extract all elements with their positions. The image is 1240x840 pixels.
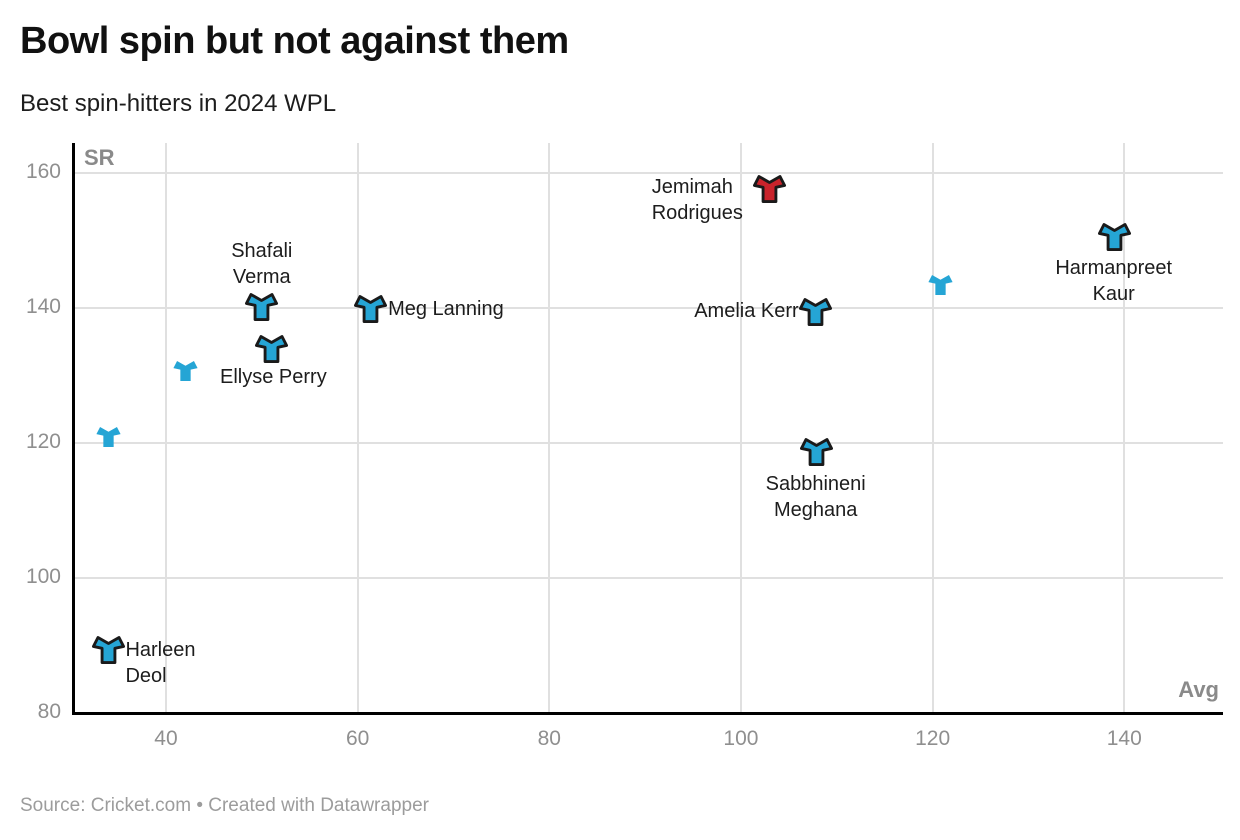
x-gridline <box>164 143 167 713</box>
y-gridline <box>73 172 1223 175</box>
x-gridline <box>931 143 934 713</box>
x-tick-label: 140 <box>1106 727 1142 750</box>
y-gridline <box>73 307 1223 310</box>
scatter-point <box>928 273 953 297</box>
point-label-line: Ellyse Perry <box>220 366 327 389</box>
scatter-point <box>245 292 279 322</box>
jersey-icon <box>753 174 787 203</box>
x-axis-label: Avg <box>1178 677 1219 702</box>
jersey-icon <box>353 295 387 323</box>
point-label: Amelia Kerr <box>694 298 798 324</box>
point-label-line: Harleen <box>125 639 196 662</box>
point-label-line: Jemimah <box>651 175 733 198</box>
x-gridline <box>739 143 742 713</box>
scatter-point <box>173 359 198 383</box>
jersey-icon <box>799 297 833 326</box>
scatter-point <box>254 334 288 364</box>
point-label: Harleen Deol <box>125 637 195 689</box>
source-line: Source: Cricket.com • Created with Dataw… <box>20 795 429 816</box>
scatter-point <box>1098 222 1132 252</box>
x-tick-label: 60 <box>345 727 370 750</box>
y-tick-label: 140 <box>25 295 61 319</box>
point-label: Harmanpreet Kaur <box>1055 255 1172 307</box>
chart-title: Bowl spin but not against them <box>20 20 569 62</box>
point-label-line: Rodrigues <box>651 201 743 224</box>
y-axis-line <box>71 143 75 714</box>
point-label-line: Meg Lanning <box>388 297 504 320</box>
point-label-line: Deol <box>125 665 167 688</box>
jersey-icon <box>245 293 279 321</box>
point-label: Meg Lanning <box>388 296 504 322</box>
point-label: Sabbhineni Meghana <box>766 471 866 523</box>
x-tick-label: 40 <box>154 727 178 750</box>
jersey-icon <box>173 360 198 381</box>
scatter-point <box>800 437 834 467</box>
point-label-line: Verma <box>232 265 291 288</box>
point-label-line: Amelia Kerr <box>694 299 799 322</box>
point-label: Shafali Verma <box>231 238 292 290</box>
y-tick-label: 160 <box>25 160 61 184</box>
scatter-point <box>96 425 121 449</box>
x-tick-label: 100 <box>723 727 759 750</box>
jersey-icon <box>800 438 834 466</box>
point-label-line: Shafali <box>231 239 293 262</box>
jersey-icon <box>254 335 288 364</box>
y-gridline <box>73 577 1223 580</box>
point-label: Jemimah Rodrigues <box>652 174 743 226</box>
y-tick-label: 120 <box>25 430 61 454</box>
chart-subtitle: Best spin-hitters in 2024 WPL <box>20 90 337 117</box>
point-label-line: Meghana <box>773 498 858 521</box>
x-tick-label: 120 <box>915 727 951 750</box>
scatter-point <box>799 297 833 327</box>
x-gridline <box>548 143 551 713</box>
jersey-icon <box>1098 222 1132 251</box>
x-tick-label: 80 <box>537 727 561 750</box>
point-label: Ellyse Perry <box>220 364 327 390</box>
x-gridline <box>1123 143 1126 713</box>
point-label-line: Harmanpreet <box>1055 256 1173 279</box>
y-tick-label: 80 <box>37 700 61 723</box>
point-label-line: Sabbhineni <box>765 472 866 495</box>
y-axis-label: SR <box>84 145 115 170</box>
y-tick-label: 100 <box>25 565 61 589</box>
scatter-point <box>753 174 787 204</box>
jersey-icon <box>928 275 953 296</box>
jersey-icon <box>91 636 125 665</box>
x-gridline <box>356 143 359 713</box>
x-axis-line <box>71 711 1223 715</box>
scatter-point <box>353 294 387 324</box>
y-gridline <box>73 442 1223 445</box>
point-label-line: Kaur <box>1092 282 1135 305</box>
scatter-point <box>91 635 125 665</box>
jersey-icon <box>96 427 121 448</box>
